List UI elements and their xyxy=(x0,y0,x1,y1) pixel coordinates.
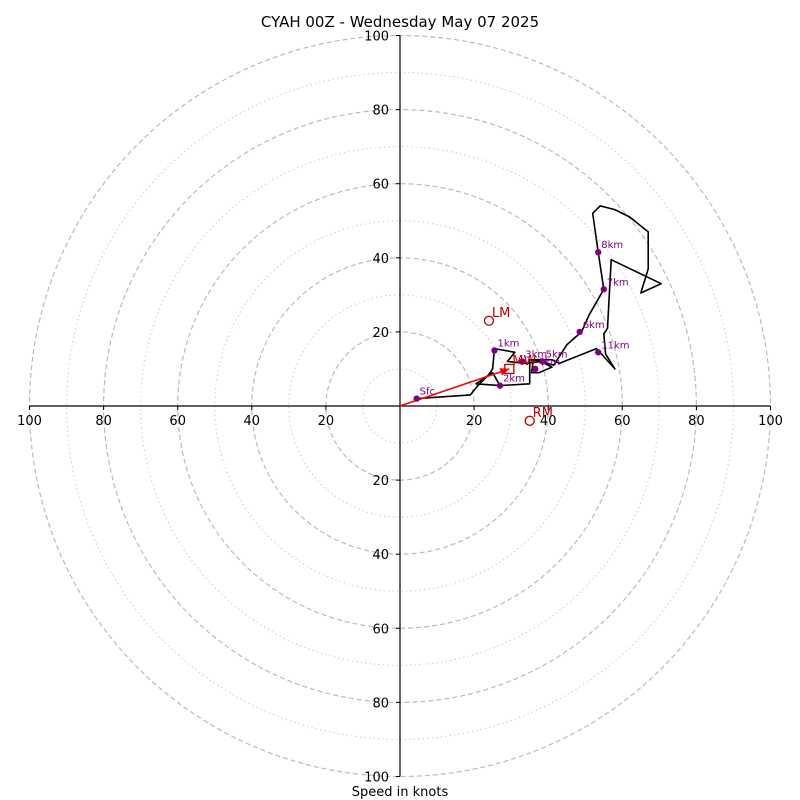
hodograph-line xyxy=(416,205,663,400)
x-tick-label: 100 xyxy=(758,414,783,429)
height-marker-point xyxy=(600,286,607,293)
height-marker-point xyxy=(496,382,504,389)
y-tick-label: 40 xyxy=(372,252,389,267)
y-tick-label: 80 xyxy=(372,696,389,711)
x-tick-label: 40 xyxy=(540,414,557,429)
height-marker-label: 8km xyxy=(601,240,623,251)
height-marker-label: 5km xyxy=(546,350,568,361)
storm-motion-markers: LM RM MW xyxy=(483,306,553,426)
height-marker-label: 7km xyxy=(607,277,629,288)
x-tick-label: 20 xyxy=(318,414,335,429)
tick-labels: 100 80 60 40 20 20 40 60 80 100 100 80 60 40 20 20 40 60 8… xyxy=(17,30,783,786)
height-marker-label: 3km xyxy=(525,350,547,361)
y-tick-label: 100 xyxy=(364,771,389,786)
height-marker-point xyxy=(519,358,526,365)
height-marker-label: 1km xyxy=(497,338,519,349)
hodograph-series xyxy=(399,205,663,407)
x-tick-label: 60 xyxy=(614,414,631,429)
height-marker-label: Sfc xyxy=(420,387,435,398)
height-marker-point xyxy=(539,358,546,365)
storm-motion-marker xyxy=(504,363,515,375)
height-marker-point xyxy=(491,347,498,354)
x-axis-label: Speed in knots xyxy=(352,785,449,800)
y-tick-label: 80 xyxy=(372,104,389,119)
x-tick-label: 100 xyxy=(17,414,42,429)
height-marker-label: 11km xyxy=(601,340,629,351)
height-marker-point xyxy=(576,328,583,336)
x-tick-label: 80 xyxy=(95,414,112,429)
chart-title: CYAH 00Z - Wednesday May 07 2025 xyxy=(261,13,539,31)
height-marker-point xyxy=(413,395,420,402)
x-tick-label: 40 xyxy=(244,414,261,429)
x-tick-label: 60 xyxy=(169,414,186,429)
y-tick-label: 100 xyxy=(364,30,389,45)
storm-motion-label: RM xyxy=(533,406,553,421)
storm-motion-label: LM xyxy=(492,306,510,321)
y-tick-label: 60 xyxy=(372,622,389,637)
height-marker-label: 2km xyxy=(503,374,525,385)
height-marker-point xyxy=(595,349,602,356)
y-tick-label: 20 xyxy=(372,474,389,489)
x-tick-label: 80 xyxy=(688,414,705,429)
height-marker-point xyxy=(595,249,602,256)
storm-motion-marker xyxy=(524,415,535,426)
y-tick-label: 40 xyxy=(372,548,389,563)
y-tick-label: 60 xyxy=(372,178,389,193)
height-marker-label: 4km xyxy=(538,357,560,368)
storm-motion-marker xyxy=(483,315,495,326)
y-tick-label: 20 xyxy=(372,326,389,341)
height-marker-point xyxy=(532,365,539,373)
x-tick-label: 20 xyxy=(466,414,483,429)
height-marker-label: 6km xyxy=(583,320,605,331)
storm-motion-label: MW xyxy=(512,354,536,369)
